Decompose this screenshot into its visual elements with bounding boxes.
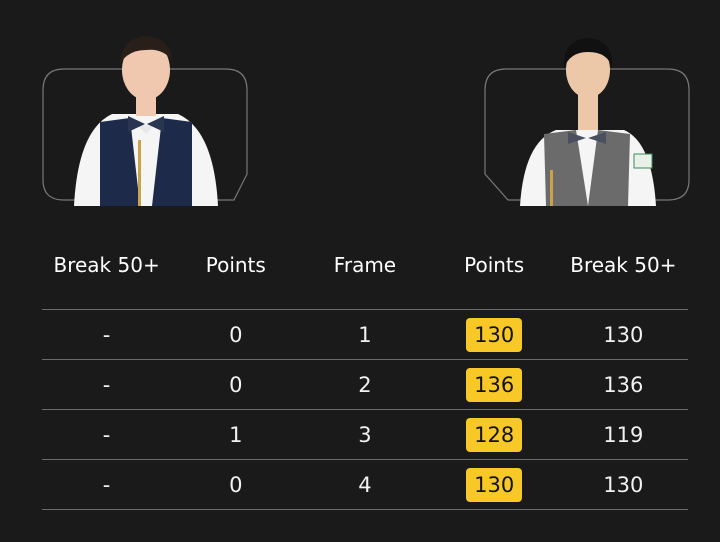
frame-scores-table: - 0 1 130 130 - 0 2 136 136 - 1 3 128 11…	[42, 309, 688, 510]
table-row: - 0 4 130 130	[42, 459, 688, 510]
table-row: - 0 1 130 130	[42, 309, 688, 359]
left-break: -	[102, 322, 111, 347]
left-break: -	[102, 372, 111, 397]
right-points-winner-badge: 130	[466, 317, 523, 352]
frame-number: 2	[358, 372, 372, 397]
player-card-left	[42, 30, 248, 208]
player-photo-right	[484, 38, 690, 206]
right-points-winner-badge: 130	[466, 467, 523, 502]
right-break: 136	[603, 372, 644, 397]
left-break: -	[102, 422, 111, 447]
table-header: Break 50+ Points Frame Points Break 50+	[42, 250, 688, 280]
right-points-winner-badge: 136	[466, 367, 523, 402]
table-row: - 1 3 128 119	[42, 409, 688, 459]
header-right-points: Points	[464, 253, 525, 277]
left-points: 0	[229, 372, 243, 397]
header-left-break: Break 50+	[53, 253, 160, 277]
header-frame: Frame	[333, 253, 397, 277]
left-points: 0	[229, 322, 243, 347]
player-photo-left	[42, 36, 248, 206]
left-break: -	[102, 472, 111, 497]
right-break: 119	[603, 422, 644, 447]
frame-number: 1	[358, 322, 372, 347]
left-points: 1	[229, 422, 243, 447]
right-points-winner-badge: 128	[466, 417, 523, 452]
table-row: - 0 2 136 136	[42, 359, 688, 409]
frame-number: 4	[358, 472, 372, 497]
right-break: 130	[603, 322, 644, 347]
frame-number: 3	[358, 422, 372, 447]
player-card-right	[484, 30, 690, 208]
header-right-break: Break 50+	[570, 253, 677, 277]
right-break: 130	[603, 472, 644, 497]
left-points: 0	[229, 472, 243, 497]
header-left-points: Points	[205, 253, 266, 277]
